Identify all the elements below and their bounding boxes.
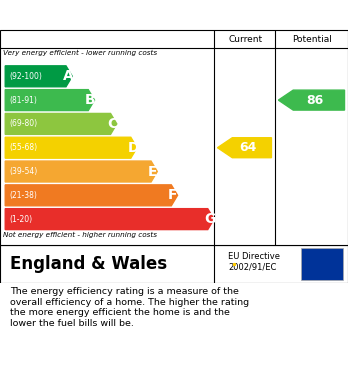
- Polygon shape: [5, 90, 95, 111]
- Text: EU Directive
2002/91/EC: EU Directive 2002/91/EC: [228, 253, 280, 272]
- Polygon shape: [218, 138, 271, 158]
- Text: The energy efficiency rating is a measure of the
overall efficiency of a home. T: The energy efficiency rating is a measur…: [10, 287, 250, 328]
- Text: (21-38): (21-38): [9, 191, 37, 200]
- Text: C: C: [107, 117, 117, 131]
- Polygon shape: [5, 137, 137, 158]
- Text: (69-80): (69-80): [9, 119, 38, 128]
- Text: (1-20): (1-20): [9, 215, 32, 224]
- Text: Energy Efficiency Rating: Energy Efficiency Rating: [10, 7, 220, 23]
- Text: A: A: [63, 69, 73, 83]
- Polygon shape: [5, 209, 214, 230]
- Text: (55-68): (55-68): [9, 143, 38, 152]
- Text: Potential: Potential: [292, 35, 332, 44]
- Polygon shape: [5, 113, 117, 135]
- Text: 86: 86: [306, 93, 324, 107]
- Polygon shape: [5, 66, 72, 87]
- Bar: [301, 248, 343, 280]
- Polygon shape: [5, 185, 177, 206]
- Text: England & Wales: England & Wales: [10, 255, 168, 273]
- Polygon shape: [278, 90, 345, 110]
- Text: Current: Current: [228, 35, 262, 44]
- Text: G: G: [204, 212, 216, 226]
- Text: Very energy efficient - lower running costs: Very energy efficient - lower running co…: [3, 50, 158, 56]
- Text: E: E: [148, 165, 157, 179]
- Text: B: B: [85, 93, 95, 107]
- Text: (39-54): (39-54): [9, 167, 38, 176]
- Text: 64: 64: [239, 141, 256, 154]
- Text: (81-91): (81-91): [9, 96, 37, 105]
- Text: Not energy efficient - higher running costs: Not energy efficient - higher running co…: [3, 232, 158, 238]
- Text: F: F: [168, 188, 177, 202]
- Polygon shape: [5, 161, 157, 182]
- Text: D: D: [127, 141, 139, 155]
- Text: (92-100): (92-100): [9, 72, 42, 81]
